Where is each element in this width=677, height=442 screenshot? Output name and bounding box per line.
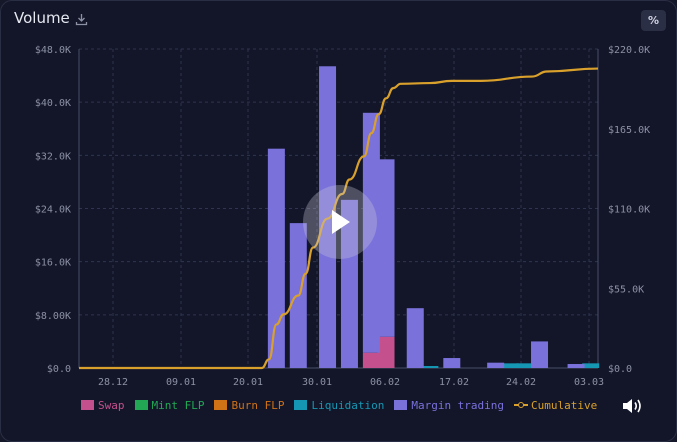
- legend-swatch: [214, 400, 228, 410]
- y-left-tick-label: $0.0: [47, 364, 71, 375]
- cumulative-line: [79, 67, 599, 370]
- x-tick-label: 09.01: [166, 377, 196, 388]
- bar-liquidation: [421, 366, 439, 368]
- bar-swap: [362, 352, 380, 368]
- legend-item-burn-flp[interactable]: Burn FLP: [214, 399, 284, 412]
- x-tick-label: 24.02: [506, 377, 536, 388]
- bar-liquidation: [516, 363, 534, 368]
- bar-margin-trading: [377, 159, 395, 337]
- x-tick-label: 30.01: [302, 377, 332, 388]
- legend-item-cumulative[interactable]: Cumulative: [514, 399, 597, 412]
- y-right-tick-label: $110.0K: [608, 205, 650, 216]
- bar-liquidation: [501, 363, 519, 368]
- y-left-tick-label: $48.0K: [35, 45, 71, 56]
- legend-label: Liquidation: [311, 398, 385, 412]
- play-button[interactable]: [303, 185, 377, 259]
- legend-item-mint-flp[interactable]: Mint FLP: [134, 398, 205, 412]
- legend-item-margin-trading[interactable]: Margin trading: [394, 399, 504, 412]
- legend-swatch: [294, 400, 308, 410]
- legend-label: Swap: [98, 398, 125, 412]
- bar-margin-trading: [319, 66, 337, 368]
- y-left-tick-label: $16.0K: [35, 258, 71, 269]
- bar-margin-trading: [531, 341, 549, 368]
- y-left-tick-label: $40.0K: [35, 98, 71, 109]
- bar-margin-trading: [340, 199, 358, 368]
- legend-label: Burn FLP: [231, 398, 285, 412]
- bar-liquidation: [582, 363, 600, 368]
- play-icon: [332, 210, 350, 234]
- chart-title: Volume: [14, 9, 70, 27]
- bar-margin-trading: [487, 362, 505, 368]
- legend-label: Margin trading: [411, 398, 505, 412]
- y-left-tick-label: $32.0K: [35, 151, 71, 162]
- percent-toggle-button[interactable]: %: [641, 10, 666, 31]
- bar-margin-trading: [406, 308, 424, 368]
- bar-margin-trading: [443, 358, 461, 368]
- chart-legend: Swap Mint FLP Burn FLP Liquidation Margin tr…: [81, 397, 607, 413]
- y-right-tick-label: $165.0K: [608, 125, 650, 136]
- legend-swatch: [514, 400, 529, 410]
- x-tick-label: 20.01: [233, 377, 263, 388]
- bar-margin-trading: [567, 364, 585, 368]
- y-right-tick-label: $55.0K: [608, 284, 644, 295]
- x-tick-label: 06.02: [370, 377, 400, 388]
- legend-swatch: [134, 400, 148, 410]
- y-right-tick-label: $0.0: [608, 364, 632, 375]
- y-left-tick-label: $24.0K: [35, 205, 71, 216]
- speaker-icon[interactable]: [621, 396, 645, 416]
- bar-margin-trading: [362, 112, 380, 353]
- bar-swap: [377, 336, 395, 368]
- x-tick-label: 28.12: [98, 377, 128, 388]
- legend-swatch: [81, 400, 94, 410]
- bar-margin-trading: [267, 148, 285, 368]
- y-left-tick-label: $8.00K: [35, 311, 71, 322]
- legend-swatch: [394, 400, 408, 410]
- x-tick-label: 17.02: [439, 377, 469, 388]
- legend-label: Mint FLP: [151, 398, 205, 412]
- legend-item-swap[interactable]: Swap: [81, 399, 125, 412]
- download-icon[interactable]: [75, 13, 88, 26]
- y-right-tick-label: $220.0K: [608, 45, 650, 56]
- legend-item-liquidation[interactable]: Liquidation: [294, 399, 384, 412]
- x-tick-label: 03.03: [574, 377, 604, 388]
- legend-label: Cumulative: [531, 398, 598, 412]
